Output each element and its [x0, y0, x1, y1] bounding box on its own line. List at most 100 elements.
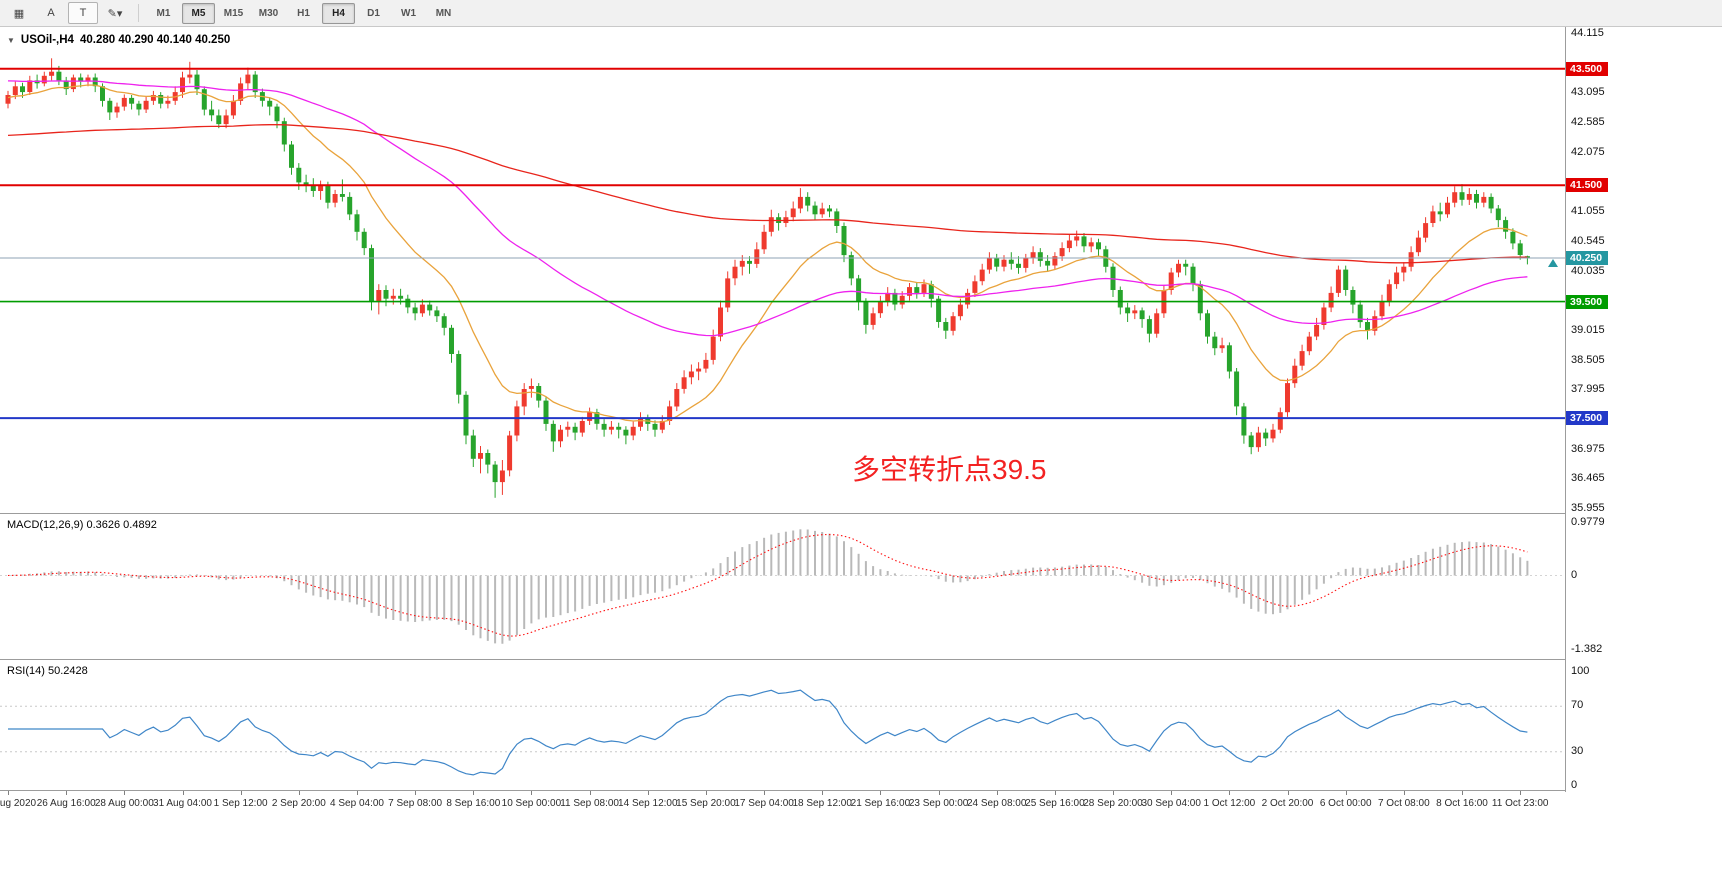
macd-min-label: -1.382: [1571, 643, 1603, 655]
time-axis-tick: [764, 791, 766, 795]
time-axis-tick: [647, 791, 649, 795]
toolbar: ▦ A T ✎▾ M1 M5 M15 M30 H1 H4 D1 W1 MN: [0, 0, 1722, 27]
current-price-badge: 40.250: [1566, 251, 1608, 265]
macd-zero-label: 0: [1571, 568, 1578, 581]
price-tick-label: 39.015: [1571, 323, 1605, 336]
time-axis-tick: [1345, 791, 1347, 795]
time-axis-label: 7 Sep 08:00: [388, 798, 443, 809]
price-tick-label: 42.585: [1571, 116, 1605, 129]
time-axis-tick: [1229, 791, 1231, 795]
rsi-label: RSI(14) 50.2428: [7, 665, 88, 677]
candlestick-chart[interactable]: [0, 27, 1565, 514]
rsi-line: [8, 689, 1528, 776]
time-axis-tick: [938, 791, 940, 795]
chart-annotation-text: 多空转折点39.5: [852, 454, 1047, 485]
time-axis-tick: [357, 791, 358, 795]
macd-label: MACD(12,26,9) 0.3626 0.4892: [7, 519, 157, 531]
timeframe-m15-button[interactable]: M15: [223, 7, 244, 19]
timeframe-mn-button[interactable]: MN: [435, 7, 452, 19]
price-tick-label: 37.995: [1571, 383, 1605, 396]
price-up-arrow-icon: [1548, 259, 1558, 267]
text-label-icon[interactable]: A: [47, 7, 55, 19]
time-axis-tick: [1054, 791, 1056, 795]
hline-price-badge: 39.500: [1566, 294, 1608, 309]
rsi-level-label: 0: [1571, 779, 1578, 791]
time-axis-label: 2 Oct 20:00: [1261, 798, 1314, 809]
time-axis-tick: [531, 791, 533, 795]
time-axis-label: 31 Aug 04:00: [153, 798, 212, 809]
time-axis-tick: [240, 791, 242, 795]
hline-price-badge: 41.500: [1566, 178, 1608, 193]
timeframe-m5-button[interactable]: M5: [182, 2, 215, 24]
time-axis-label: 7 Oct 08:00: [1377, 798, 1430, 809]
time-axis-tick: [822, 791, 824, 795]
price-tick-label: 41.055: [1571, 205, 1605, 218]
time-axis-label: 23 Sep 00:00: [908, 798, 969, 809]
time-axis-tick: [1403, 791, 1405, 795]
timeframe-m1-button[interactable]: M1: [156, 7, 171, 19]
time-axis-tick: [996, 791, 998, 795]
price-tick-label: 43.095: [1571, 86, 1605, 99]
hline-price-badge: 37.500: [1566, 411, 1608, 426]
toolbar-separator: [138, 4, 139, 22]
rsi-level-label: 70: [1571, 699, 1584, 712]
symbol-period-label: USOil-,H4: [20, 34, 74, 46]
candles-layer: [5, 58, 1530, 498]
text-tool-icon[interactable]: T: [68, 2, 98, 24]
price-axis[interactable]: 44.115 43.095 42.585 42.075 41.055 40.545 40.0…: [1565, 27, 1722, 792]
time-axis-label: 8 Sep 16:00: [446, 798, 501, 809]
main-chart-panel[interactable]: ▼ USOil-,H4 40.280 40.290 40.140 40.250 …: [0, 27, 1565, 514]
rsi-panel[interactable]: RSI(14) 50.2428: [0, 659, 1565, 790]
price-tick-label: 40.545: [1571, 234, 1605, 247]
macd-histogram: [14, 529, 1529, 644]
timeframe-w1-button[interactable]: W1: [401, 7, 416, 19]
timeframe-d1-button[interactable]: D1: [367, 7, 380, 19]
time-axis-tick: [589, 791, 591, 795]
ohlc-values: 40.280 40.290 40.140 40.250: [79, 34, 231, 46]
time-axis-label: 11 Oct 23:00: [1491, 798, 1549, 809]
time-axis-tick: [473, 791, 475, 795]
ma-65-line: [7, 80, 1528, 337]
time-axis-tick: [66, 791, 68, 795]
chart-grid-icon[interactable]: ▦: [13, 7, 25, 20]
time-axis-label: 8 Oct 16:00: [1436, 798, 1488, 809]
timeframe-h1-button[interactable]: H1: [297, 7, 310, 19]
time-axis-tick: [298, 791, 300, 795]
price-tick-label: 42.075: [1571, 145, 1605, 158]
price-tick-label: 40.035: [1571, 264, 1605, 277]
macd-plot[interactable]: [0, 514, 1565, 659]
time-axis-label: 21 Sep 16:00: [850, 798, 911, 809]
time-axis-label: 24 Sep 08:00: [966, 798, 1027, 809]
time-axis-label: 28 Aug 00:00: [94, 798, 154, 809]
macd-max-label: 0.9779: [1571, 516, 1605, 528]
ma-240-line: [7, 124, 1528, 264]
rsi-plot[interactable]: [0, 660, 1565, 790]
macd-panel[interactable]: MACD(12,26,9) 0.3626 0.4892: [0, 513, 1565, 659]
time-axis-tick: [1171, 791, 1173, 795]
time-axis-label: 6 Oct 00:00: [1319, 798, 1372, 809]
time-axis-label: 25 Sep 16:00: [1025, 798, 1085, 809]
time-axis-label: 1 Oct 12:00: [1203, 798, 1256, 809]
hline-price-badge: 43.500: [1566, 61, 1608, 76]
chart-header: ▼ USOil-,H4 40.280 40.290 40.140 40.250: [7, 34, 230, 46]
time-axis-label: 25 Aug 2020: [0, 798, 37, 809]
time-axis-tick: [8, 791, 9, 795]
time-axis-label: 28 Sep 20:00: [1083, 798, 1143, 809]
time-axis-tick: [1287, 791, 1289, 795]
rsi-level-label: 100: [1571, 665, 1590, 677]
drawing-tools-group: ▦ A T ✎▾: [4, 2, 130, 24]
ma-16-line: [7, 84, 1528, 423]
one-click-collapse-icon[interactable]: ▼: [7, 35, 15, 45]
draw-style-icon[interactable]: ✎▾: [107, 7, 123, 20]
timeframe-h4-button[interactable]: H4: [322, 2, 355, 24]
time-axis-label: 15 Sep 20:00: [676, 798, 736, 809]
time-axis-label: 26 Aug 16:00: [36, 798, 96, 809]
timeframe-m30-button[interactable]: M30: [258, 7, 279, 19]
time-axis-label: 4 Sep 04:00: [330, 798, 384, 809]
timeframes-group: M1 M5 M15 M30 H1 H4 D1 W1 MN: [147, 2, 460, 24]
price-tick-label: 36.465: [1571, 472, 1605, 485]
time-axis-label: 18 Sep 12:00: [792, 798, 852, 809]
time-axis-label: 14 Sep 12:00: [618, 798, 678, 809]
